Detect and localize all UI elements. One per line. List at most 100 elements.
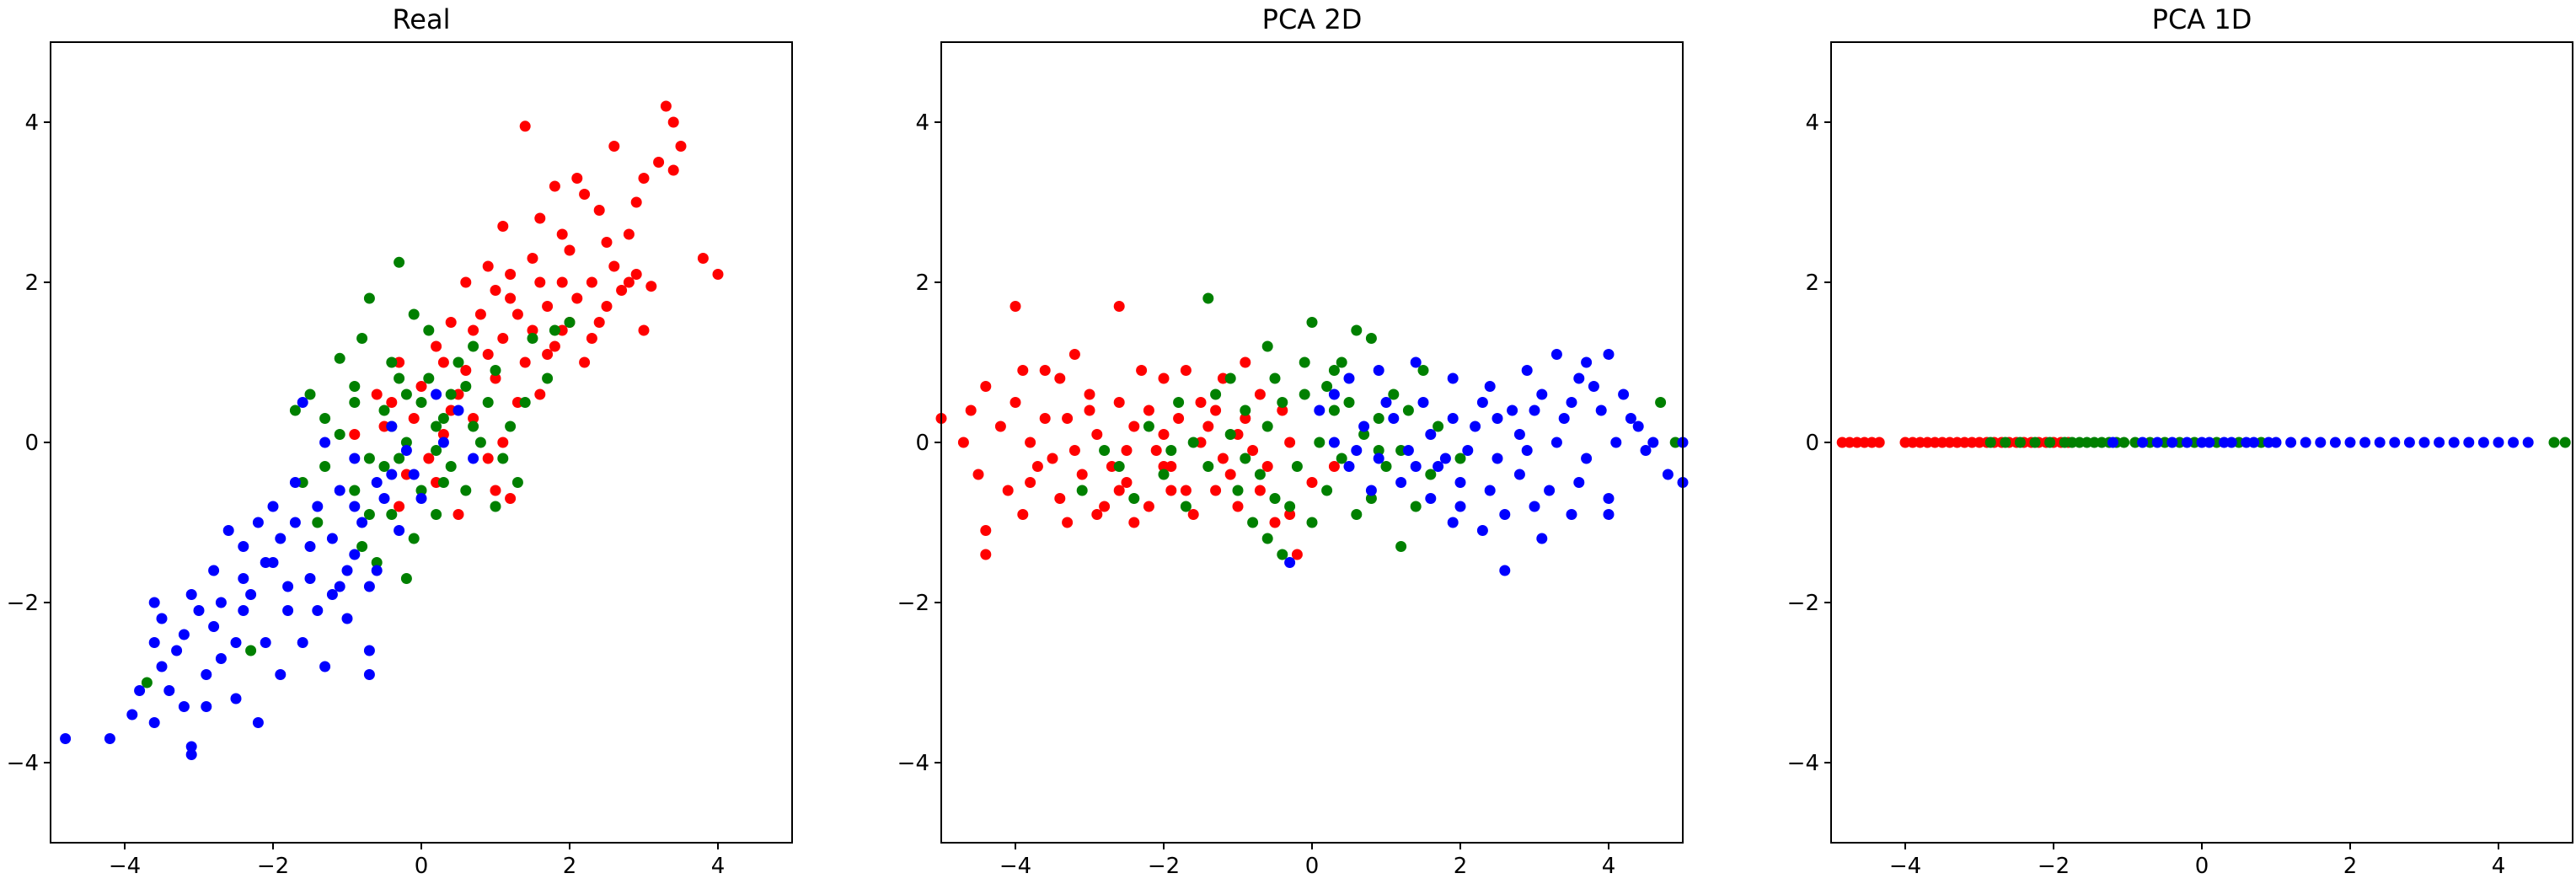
data-point xyxy=(1647,437,1659,448)
data-point xyxy=(1054,372,1066,384)
data-point xyxy=(297,637,308,648)
data-point xyxy=(2225,437,2237,448)
subplot-title: PCA 1D xyxy=(2152,3,2252,35)
data-point xyxy=(334,352,345,364)
data-point xyxy=(1195,397,1207,408)
data-point xyxy=(431,340,442,352)
data-point xyxy=(1529,501,1540,512)
data-point xyxy=(667,116,679,128)
data-point xyxy=(1113,461,1125,472)
data-point xyxy=(1121,445,1133,456)
data-point xyxy=(1254,469,1266,480)
data-point xyxy=(972,469,984,480)
data-point xyxy=(1388,388,1400,400)
data-point xyxy=(363,453,375,464)
data-point xyxy=(630,196,642,208)
data-point xyxy=(1291,549,1303,560)
y-tick-label: 4 xyxy=(1805,110,1819,136)
data-point xyxy=(527,253,538,264)
data-point xyxy=(408,308,420,320)
data-point xyxy=(653,157,665,168)
data-point xyxy=(304,573,316,584)
data-point xyxy=(201,701,212,712)
data-point xyxy=(2151,437,2163,448)
data-point xyxy=(2285,437,2297,448)
data-point xyxy=(363,645,375,656)
data-point xyxy=(400,437,412,448)
data-point xyxy=(349,549,361,560)
scatter-points xyxy=(935,292,1689,576)
data-point xyxy=(1476,525,1488,536)
data-point xyxy=(445,317,457,328)
data-point xyxy=(2270,437,2282,448)
y-tick-label: 4 xyxy=(915,110,929,136)
data-point xyxy=(1492,413,1503,424)
data-point xyxy=(1099,445,1111,456)
data-point xyxy=(1180,501,1192,512)
x-tick-label: 0 xyxy=(1305,854,1320,879)
data-point xyxy=(2559,437,2571,448)
data-point xyxy=(1380,397,1392,408)
y-tick-label: 0 xyxy=(24,431,39,456)
data-point xyxy=(1062,413,1074,424)
data-point xyxy=(1581,356,1593,368)
data-point xyxy=(1447,372,1459,384)
x-tick-label: −4 xyxy=(999,854,1031,879)
data-point xyxy=(556,228,568,240)
data-point xyxy=(208,565,220,576)
data-point xyxy=(1662,469,1674,480)
y-tick-label: 2 xyxy=(1805,271,1819,296)
axis-ticks: −4 −2 0 2 4 −4 −2 0 2 4 xyxy=(1787,110,2506,879)
data-point xyxy=(289,404,301,416)
data-point xyxy=(141,677,153,688)
data-point xyxy=(1062,517,1074,528)
data-point xyxy=(1640,445,1652,456)
data-point xyxy=(386,397,398,408)
data-point xyxy=(1358,429,1370,440)
x-tick-label: −4 xyxy=(1889,854,1921,879)
data-point xyxy=(134,685,146,696)
data-point xyxy=(1395,477,1407,488)
data-point xyxy=(1358,421,1370,432)
data-point xyxy=(349,429,361,440)
data-point xyxy=(408,413,420,424)
data-point xyxy=(1210,388,1222,400)
data-point xyxy=(363,509,375,520)
data-point xyxy=(1365,485,1377,496)
data-point xyxy=(542,349,554,360)
data-point xyxy=(1454,477,1466,488)
data-point xyxy=(1202,421,1214,432)
data-point xyxy=(363,292,375,304)
data-point xyxy=(289,517,301,528)
data-point xyxy=(534,388,546,400)
data-point xyxy=(1499,565,1511,576)
data-point xyxy=(616,285,628,296)
data-point xyxy=(2522,437,2534,448)
data-point xyxy=(2166,437,2178,448)
data-point xyxy=(505,493,517,504)
data-point xyxy=(1433,461,1444,472)
data-point xyxy=(349,501,361,512)
data-point xyxy=(482,349,494,360)
data-point xyxy=(2315,437,2327,448)
data-point xyxy=(1284,501,1296,512)
data-point xyxy=(2107,437,2118,448)
data-point xyxy=(1351,509,1363,520)
data-point xyxy=(408,469,420,480)
data-point xyxy=(1351,324,1363,336)
data-point xyxy=(171,645,183,656)
data-point xyxy=(712,269,724,280)
data-point xyxy=(2029,437,2041,448)
data-point xyxy=(326,589,338,600)
data-point xyxy=(534,276,546,288)
data-point xyxy=(1084,404,1095,416)
data-point xyxy=(1373,453,1384,464)
series-0 xyxy=(349,100,724,520)
data-point xyxy=(415,397,427,408)
data-point xyxy=(490,501,501,512)
data-point xyxy=(645,281,657,292)
data-point xyxy=(394,372,405,384)
data-point xyxy=(1224,429,1236,440)
data-point xyxy=(289,477,301,488)
x-tick-label: −4 xyxy=(109,854,141,879)
